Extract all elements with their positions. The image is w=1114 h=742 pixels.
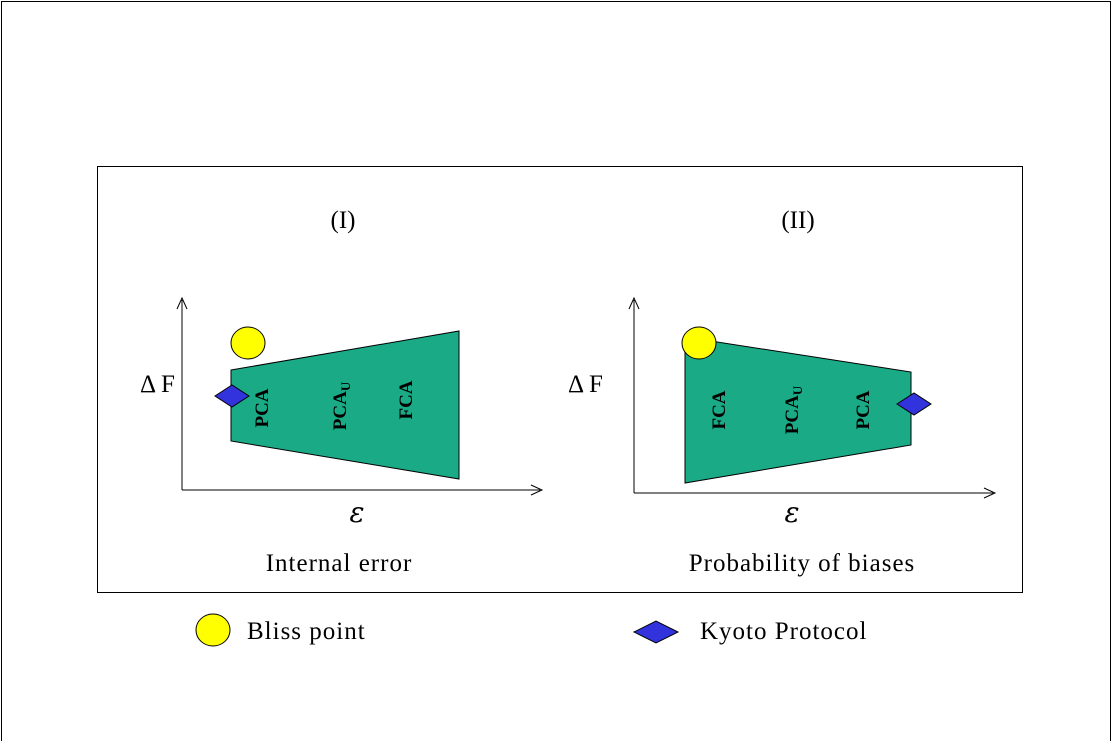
legend-kyoto-icon: [632, 620, 680, 644]
legend-bliss-label: Bliss point: [247, 618, 366, 645]
panel-1-y-axis-label: Δ F: [140, 371, 175, 398]
legend-kyoto-label: Kyoto Protocol: [700, 618, 867, 645]
panel-2-kyoto-marker: [896, 392, 932, 416]
panel-2-y-axis-label: Δ F: [568, 371, 603, 398]
panel-1-region-label-pca: PCA: [252, 388, 273, 427]
panel-2-region-label-pcau: PCAU: [782, 385, 805, 434]
panel-1-y-arrowhead: [176, 296, 188, 310]
panel-2-title: (II): [781, 207, 814, 234]
figure-frame: [97, 166, 1023, 593]
panel-1-caption: Internal error: [266, 550, 413, 577]
panel-1-x-axis-label: ε: [349, 496, 364, 529]
panel-1: (I) PCA PCAU FCA Δ F ε Internal error: [140, 207, 544, 577]
panel-2-feasible-region: [684, 336, 912, 484]
panel-2-region-label-fca: FCA: [709, 390, 730, 429]
panel-1-bliss-point-marker: [230, 326, 266, 360]
panel-2-x-arrowhead: [983, 487, 997, 499]
panel-2-bliss-point-marker: [681, 326, 717, 360]
panel-2-x-axis-label: ε: [784, 496, 799, 529]
panel-2-region-label-pca: PCA: [853, 390, 874, 429]
panel-1-pcau-sub: U: [338, 381, 353, 391]
panel-2-y-arrowhead: [628, 296, 640, 310]
panel-2-pcau-base: PCA: [782, 395, 803, 434]
panel-2: (II) FCA PCAU PCA Δ F ε Probability of b…: [568, 207, 997, 577]
legend-bliss-icon: [195, 613, 231, 647]
panel-2-pcau-sub: U: [790, 385, 805, 395]
panel-1-region-label-pcau: PCAU: [330, 381, 353, 430]
legend: Bliss point Kyoto Protocol: [195, 613, 867, 647]
panel-1-title: (I): [331, 207, 356, 234]
panel-1-pcau-base: PCA: [330, 391, 351, 430]
panel-1-region-label-fca: FCA: [396, 380, 417, 419]
panel-2-caption: Probability of biases: [689, 550, 916, 577]
panel-1-feasible-region: [230, 330, 460, 480]
panel-1-x-arrowhead: [530, 484, 544, 496]
panel-1-kyoto-marker: [214, 384, 250, 408]
